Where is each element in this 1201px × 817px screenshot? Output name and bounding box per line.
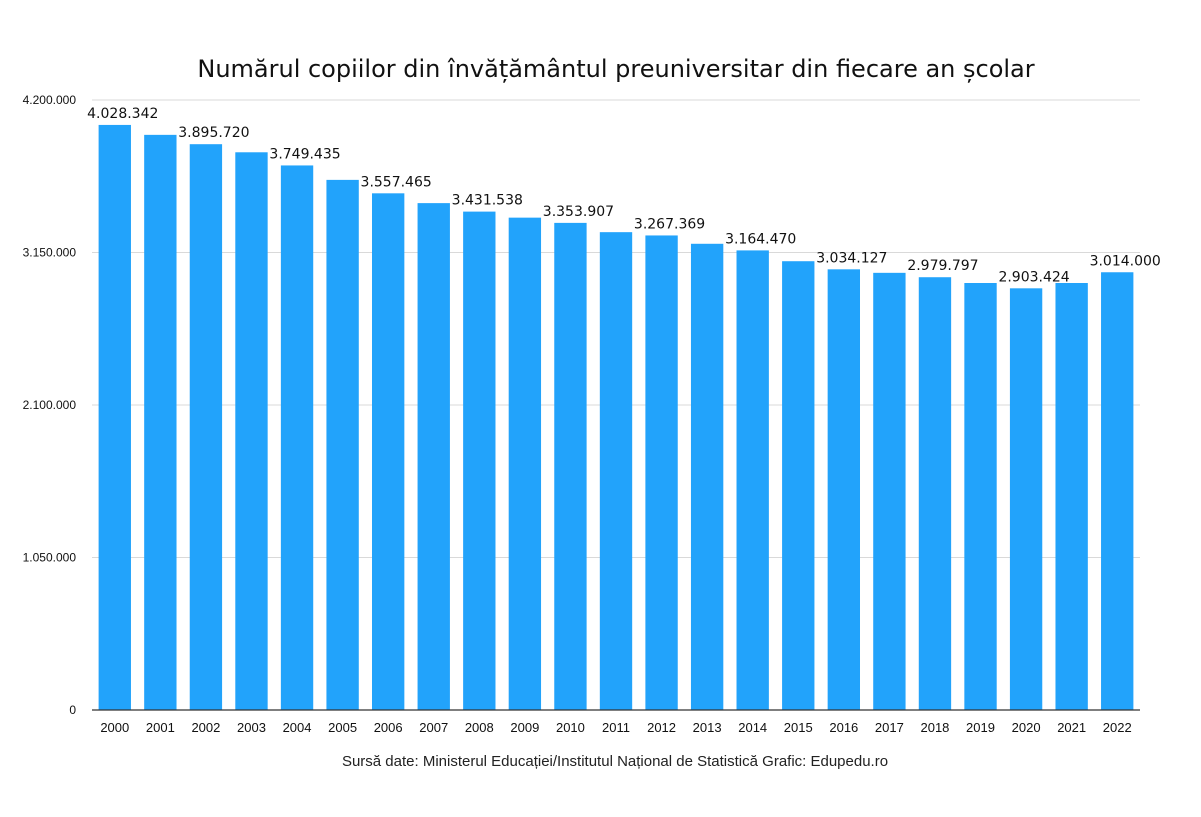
bar — [371, 193, 405, 710]
bar — [463, 211, 496, 710]
x-tick-label: 2009 — [510, 720, 539, 735]
data-label: 3.895.720 — [178, 125, 249, 141]
bar — [827, 269, 861, 710]
x-tick-label: 2011 — [602, 720, 630, 735]
bar — [873, 272, 906, 710]
x-tick-label: 2017 — [875, 720, 904, 735]
data-label: 3.164.470 — [725, 231, 796, 247]
x-tick-label: 2015 — [784, 720, 813, 735]
data-label: 3.431.538 — [452, 193, 523, 209]
bar — [782, 261, 815, 710]
bar — [1101, 272, 1134, 710]
data-label: 3.034.127 — [816, 250, 887, 266]
bar — [554, 222, 587, 710]
x-tick-label: 2000 — [100, 720, 129, 735]
bar — [1055, 283, 1088, 710]
bar — [98, 124, 131, 711]
bar — [736, 250, 769, 710]
data-label: 3.557.465 — [361, 174, 432, 190]
bar — [599, 232, 633, 710]
x-tick-label: 2010 — [556, 720, 585, 735]
x-tick-label: 2021 — [1057, 720, 1086, 735]
data-label: 3.267.369 — [634, 216, 705, 232]
bar — [326, 179, 359, 710]
data-label: 3.353.907 — [543, 204, 614, 220]
x-tick-label: 2019 — [966, 720, 995, 735]
data-label: 2.903.424 — [998, 269, 1069, 285]
bars — [98, 124, 1134, 711]
x-tick-label: 2002 — [191, 720, 220, 735]
x-tick-label: 2004 — [283, 720, 312, 735]
bar — [508, 217, 542, 710]
x-tick-label: 2013 — [693, 720, 722, 735]
x-tick-label: 2008 — [465, 720, 494, 735]
data-label: 4.028.342 — [87, 106, 158, 122]
y-tick-label: 0 — [69, 703, 76, 717]
x-tick-label: 2003 — [237, 720, 266, 735]
bar — [1009, 288, 1043, 710]
y-tick-label: 1.050.000 — [23, 551, 77, 565]
y-tick-label: 3.150.000 — [23, 246, 77, 260]
data-label: 3.014.000 — [1090, 253, 1161, 269]
x-axis-ticks: 2000 2001 2002 2003 2004 2005 2006 2007 2008 2009… — [100, 720, 1131, 735]
x-tick-label: 2014 — [738, 720, 767, 735]
data-labels: 4.028.342 3.895.720 3.749.435 3.557.465 3.43… — [87, 106, 1161, 285]
x-tick-label: 2001 — [146, 720, 175, 735]
bar — [690, 243, 724, 711]
source-note: Sursă date: Ministerul Educației/Institu… — [342, 753, 888, 770]
x-tick-label: 2020 — [1012, 720, 1041, 735]
chart-title: Numărul copiilor din învățământul preuni… — [197, 55, 1034, 83]
data-label: 2.979.797 — [907, 258, 978, 274]
bar — [417, 203, 450, 710]
bar — [144, 134, 177, 710]
x-tick-label: 2022 — [1103, 720, 1132, 735]
x-tick-label: 2018 — [920, 720, 949, 735]
data-label: 3.749.435 — [269, 146, 340, 162]
y-tick-label: 4.200.000 — [23, 93, 77, 107]
x-tick-label: 2012 — [647, 720, 676, 735]
x-tick-label: 2006 — [374, 720, 403, 735]
bar — [189, 144, 223, 710]
x-tick-label: 2016 — [829, 720, 858, 735]
y-tick-label: 2.100.000 — [23, 398, 77, 412]
x-tick-label: 2005 — [328, 720, 357, 735]
bar — [645, 235, 678, 710]
bar — [235, 152, 268, 711]
bar — [918, 277, 952, 710]
y-axis-ticks: 0 1.050.000 2.100.000 3.150.000 4.200.000 — [23, 93, 77, 717]
x-tick-label: 2007 — [419, 720, 448, 735]
bar — [280, 165, 314, 710]
bar — [964, 283, 997, 710]
